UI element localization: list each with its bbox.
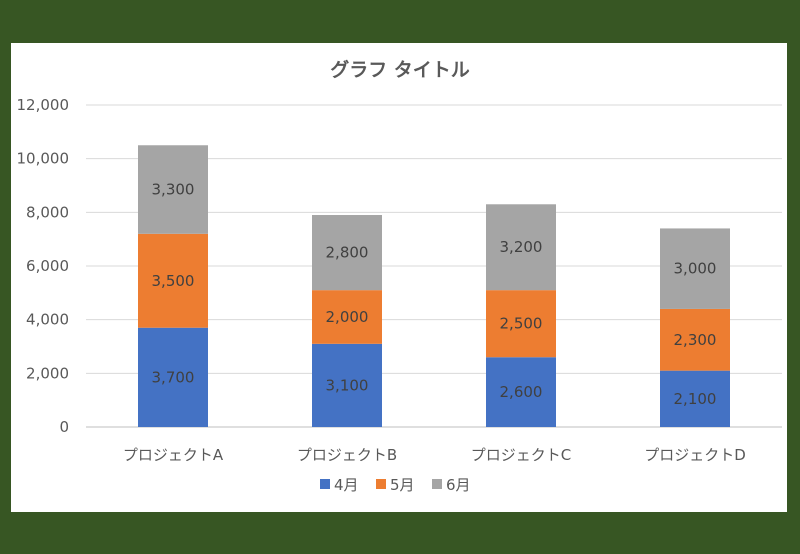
y-tick-label: 6,000 [26,257,69,275]
data-label: 2,800 [326,244,369,262]
bar-segment [138,233,208,328]
bar-segment [486,290,556,358]
data-label: 3,200 [500,238,543,256]
data-label: 3,000 [674,260,717,278]
bar-segment [312,290,382,344]
data-label: 2,600 [500,383,543,401]
legend-swatch [432,479,442,489]
bar-segment [138,327,208,427]
data-label: 3,100 [326,376,369,394]
chart-title: グラフ タイトル [330,58,470,81]
bar-segment [486,357,556,427]
bar-segment [312,343,382,427]
x-tick-label: プロジェクトA [123,446,224,464]
bar-segment [486,204,556,291]
legend: 4月 5月 6月 [320,476,471,494]
legend-swatch [320,479,330,489]
legend-label: 6月 [446,476,471,494]
data-label: 3,500 [152,272,195,290]
bar-segment [660,370,730,427]
x-tick-label: プロジェクトD [644,446,746,464]
data-label: 2,300 [674,331,717,349]
bars: 3,700 3,500 3,300 3,100 2,000 2,800 2,600 2,500… [138,145,730,427]
x-tick-label: プロジェクトB [297,446,397,464]
data-label: 3,700 [152,368,195,386]
y-tick-label: 2,000 [26,364,69,382]
y-tick-label: 8,000 [26,203,69,221]
legend-label: 5月 [390,476,415,494]
data-label: 2,500 [500,315,543,333]
legend-label: 4月 [334,476,359,494]
bar-segment [138,145,208,234]
data-label: 2,000 [326,308,369,326]
x-tick-label: プロジェクトC [471,446,571,464]
x-axis: プロジェクトA プロジェクトB プロジェクトC プロジェクトD [123,446,746,464]
y-tick-label: 10,000 [17,150,70,168]
bar-segment [660,228,730,309]
bar-segment [312,215,382,291]
data-label: 2,100 [674,390,717,408]
y-axis: 0 2,000 4,000 6,000 8,000 10,000 12,000 [17,96,70,436]
data-label: 3,300 [152,181,195,199]
bar-segment [660,308,730,371]
y-tick-label: 12,000 [17,96,70,114]
y-tick-label: 0 [59,418,69,436]
legend-swatch [376,479,386,489]
y-tick-label: 4,000 [26,311,69,329]
